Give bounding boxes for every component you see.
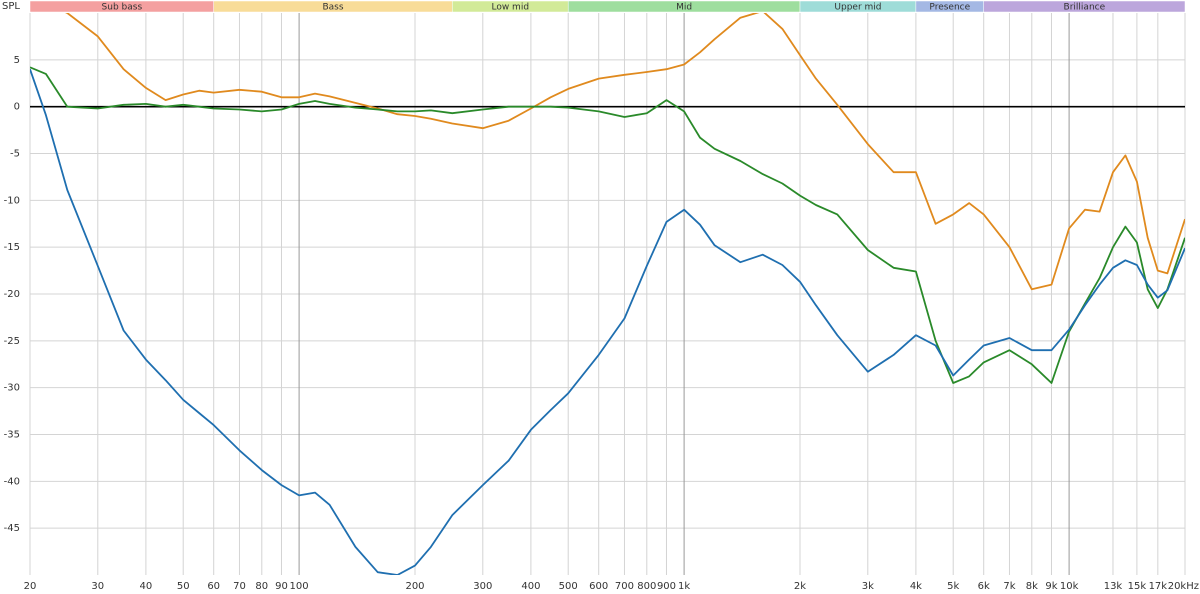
x-tick-label: 800: [637, 581, 656, 592]
x-tick-label: 20kHz: [1168, 581, 1199, 592]
x-tick-label: 20: [24, 581, 37, 592]
band: [983, 0, 1186, 13]
series-line: [30, 66, 1185, 384]
x-tick-label: 50: [177, 581, 190, 592]
x-tick-label: 30: [91, 581, 104, 592]
x-tick-label: 2k: [794, 581, 806, 592]
band-label: Sub bass: [102, 3, 143, 13]
band-label: Presence: [929, 3, 970, 13]
x-tick-label: 17k: [1149, 581, 1168, 592]
x-tick-label: 300: [473, 581, 492, 592]
x-tick-label: 80: [255, 581, 268, 592]
y-tick-label: -10: [4, 195, 20, 206]
y-tick-label: -20: [4, 289, 20, 300]
x-tick-label: 1k: [678, 581, 690, 592]
x-tick-label: 9k: [1045, 581, 1057, 592]
band-label: Upper mid: [834, 3, 881, 13]
x-tick-label: 400: [521, 581, 540, 592]
x-tick-label: 900: [657, 581, 676, 592]
band-label: Mid: [676, 3, 692, 13]
series-line: [65, 13, 1185, 291]
x-tick-label: 700: [615, 581, 634, 592]
y-tick-label: -15: [4, 242, 20, 253]
y-tick-label: -35: [4, 430, 20, 441]
y-axis-label: SPL: [2, 1, 20, 12]
x-tick-label: 13k: [1104, 581, 1123, 592]
plot: [30, 13, 1185, 575]
y-tick-label: -25: [4, 336, 20, 347]
x-tick-label: 4k: [910, 581, 922, 592]
y-tick-label: 0: [14, 102, 20, 113]
x-tick-label: 500: [559, 581, 578, 592]
x-tick-label: 600: [589, 581, 608, 592]
x-tick-label: 40: [140, 581, 153, 592]
y-tick-label: 5: [14, 55, 20, 66]
y-tick-label: -5: [10, 149, 20, 160]
band-label: Low mid: [491, 3, 529, 13]
x-tick-label: 5k: [947, 581, 959, 592]
y-tick-label: -45: [4, 523, 20, 534]
band-label: Bass: [322, 3, 343, 13]
x-tick-label: 3k: [862, 581, 874, 592]
x-tick-label: 90: [275, 581, 288, 592]
y-tick-label: -30: [4, 383, 20, 394]
x-tick-label: 7k: [1003, 581, 1015, 592]
x-tick-label: 6k: [978, 581, 990, 592]
x-tick-label: 100: [290, 581, 309, 592]
x-tick-label: 15k: [1128, 581, 1147, 592]
x-tick-label: 8k: [1026, 581, 1038, 592]
grid: [29, 13, 1186, 575]
x-tick-label: 70: [233, 581, 246, 592]
x-tick-label: 60: [207, 581, 220, 592]
y-tick-label: -40: [4, 476, 20, 487]
band-label: Brilliance: [1064, 3, 1106, 13]
series-line: [30, 68, 1185, 575]
x-tick-label: 10k: [1060, 581, 1079, 592]
x-tick-label: 200: [405, 581, 424, 592]
